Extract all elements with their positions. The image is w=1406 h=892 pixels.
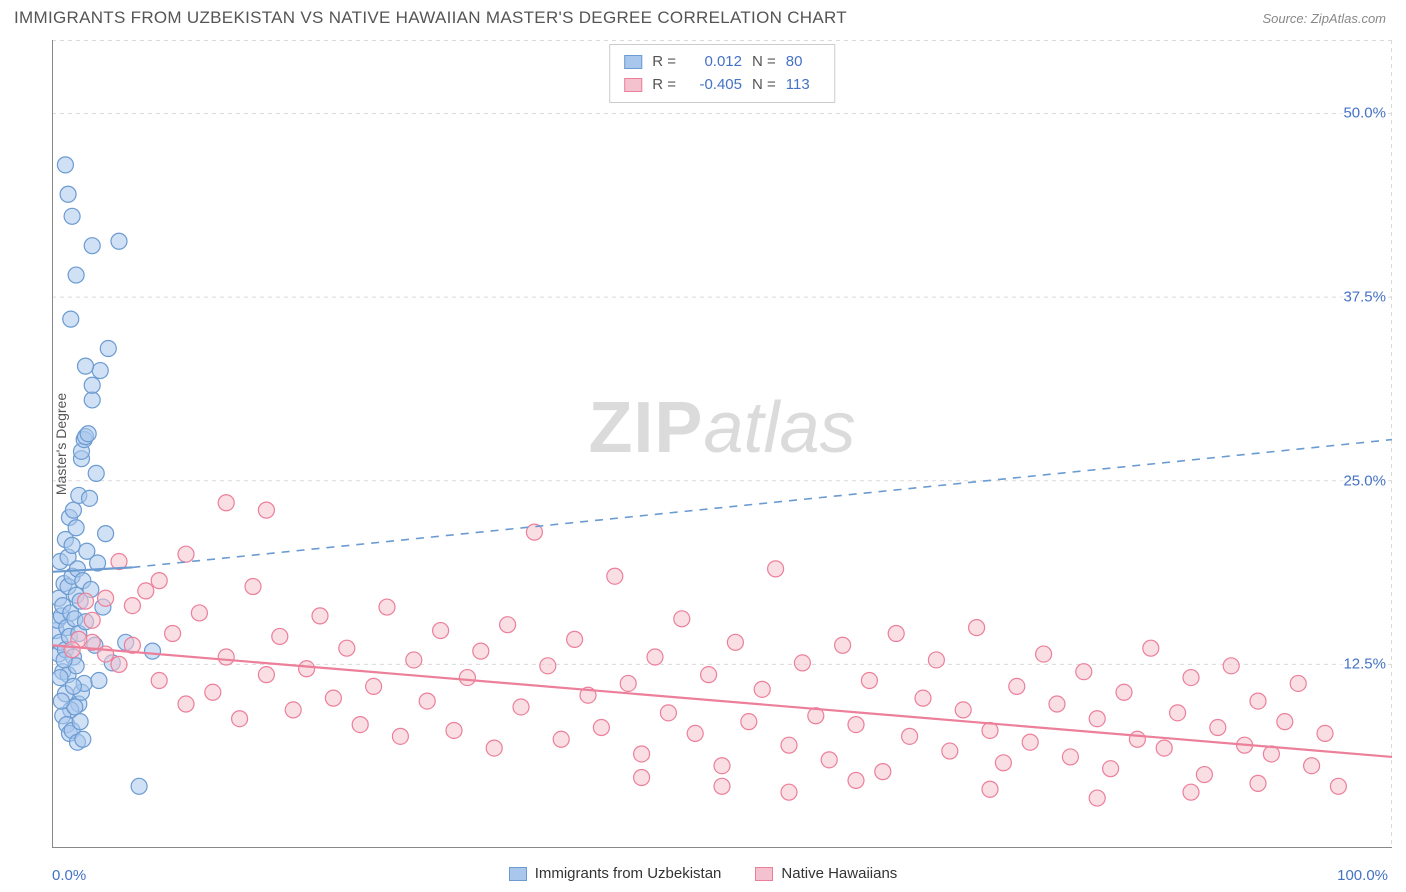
r-label: R =	[652, 74, 676, 97]
plot-region: ZIPatlas R = 0.012 N = 80 R = -0.405 N =…	[52, 40, 1392, 848]
stats-legend: R = 0.012 N = 80 R = -0.405 N = 113	[609, 44, 835, 103]
scatter-plot-svg	[52, 40, 1392, 848]
swatch-hawaiian-icon	[755, 867, 773, 881]
n-value-uzbekistan: 80	[786, 51, 820, 74]
r-label: R =	[652, 51, 676, 74]
r-value-hawaiian: -0.405	[686, 74, 742, 97]
swatch-uzbekistan-icon	[509, 867, 527, 881]
swatch-uzbekistan	[624, 55, 642, 69]
legend-label-hawaiian: Native Hawaiians	[781, 865, 897, 882]
series-legend: Immigrants from Uzbekistan Native Hawaii…	[0, 865, 1406, 882]
n-value-hawaiian: 113	[786, 74, 820, 97]
chart-source: Source: ZipAtlas.com	[1262, 11, 1386, 26]
n-label: N =	[752, 51, 776, 74]
chart-area: Master's Degree ZIPatlas R = 0.012 N = 8…	[14, 40, 1392, 848]
y-tick-label: 25.0%	[1341, 472, 1388, 489]
chart-title: IMMIGRANTS FROM UZBEKISTAN VS NATIVE HAW…	[14, 8, 847, 28]
stats-row-uzbekistan: R = 0.012 N = 80	[624, 51, 820, 74]
y-tick-label: 50.0%	[1341, 105, 1388, 122]
swatch-hawaiian	[624, 78, 642, 92]
y-tick-label: 12.5%	[1341, 656, 1388, 673]
legend-item-hawaiian: Native Hawaiians	[755, 865, 897, 882]
legend-label-uzbekistan: Immigrants from Uzbekistan	[535, 865, 722, 882]
chart-header: IMMIGRANTS FROM UZBEKISTAN VS NATIVE HAW…	[0, 0, 1406, 32]
stats-row-hawaiian: R = -0.405 N = 113	[624, 74, 820, 97]
y-tick-label: 37.5%	[1341, 289, 1388, 306]
legend-item-uzbekistan: Immigrants from Uzbekistan	[509, 865, 722, 882]
n-label: N =	[752, 74, 776, 97]
r-value-uzbekistan: 0.012	[686, 51, 742, 74]
